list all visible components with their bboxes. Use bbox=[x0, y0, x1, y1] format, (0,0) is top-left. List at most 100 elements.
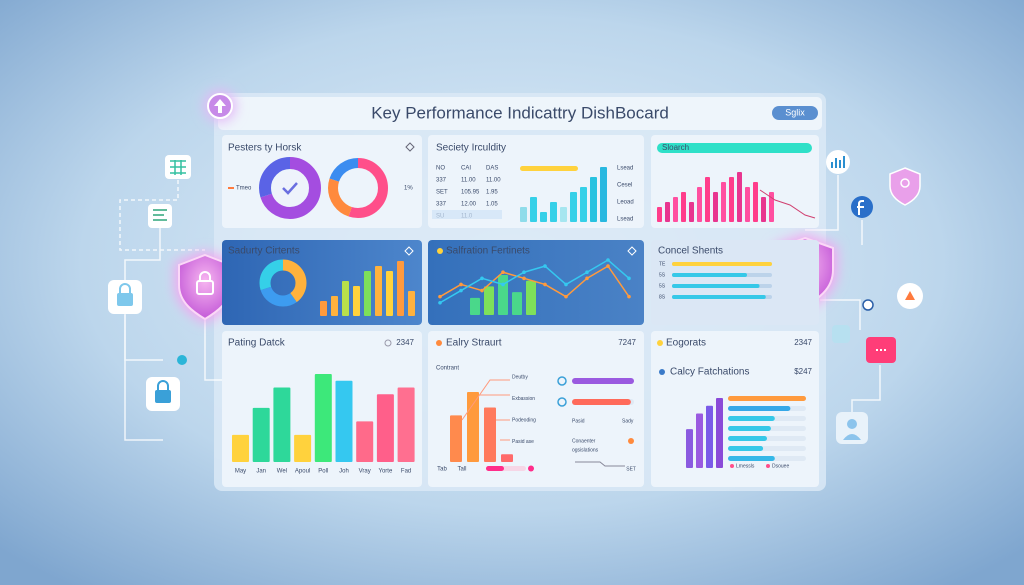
dot bbox=[862, 299, 874, 311]
user-icon-head bbox=[847, 419, 857, 429]
progress-bar bbox=[572, 399, 631, 405]
legend-swatch bbox=[228, 187, 234, 189]
panel-title: Seciety Irculdity bbox=[436, 143, 506, 154]
search-bar[interactable] bbox=[657, 143, 812, 153]
progress-bar bbox=[672, 295, 766, 299]
line-point bbox=[543, 282, 547, 287]
line-point bbox=[543, 264, 547, 268]
bar bbox=[729, 177, 734, 222]
line-point bbox=[459, 282, 463, 287]
callout-label: Exbassion bbox=[512, 396, 535, 402]
bar bbox=[450, 415, 462, 462]
table-cell: CAI bbox=[461, 166, 471, 172]
bar bbox=[512, 292, 522, 315]
x-tick-label: May bbox=[235, 469, 246, 475]
panel bbox=[651, 240, 819, 325]
bar bbox=[342, 281, 349, 316]
diamond bbox=[404, 246, 414, 256]
table-cell: 11.00 bbox=[461, 178, 476, 184]
bar bbox=[721, 182, 726, 222]
caption: ogsislations bbox=[572, 447, 599, 453]
callout-label: Pasid ase bbox=[512, 439, 534, 445]
doc-icon bbox=[148, 204, 172, 228]
value-dot bbox=[384, 339, 392, 347]
row-dot bbox=[628, 438, 634, 444]
title-dot bbox=[657, 340, 663, 346]
chart-icon bbox=[826, 150, 850, 174]
line-point bbox=[438, 294, 442, 299]
legend-label: Lsead bbox=[617, 166, 633, 172]
bar bbox=[753, 182, 758, 222]
bar bbox=[590, 177, 597, 222]
legend-label: 1% bbox=[404, 186, 413, 192]
panel-value: 2347 bbox=[396, 338, 414, 347]
progress-bar bbox=[672, 262, 772, 266]
callout-label: Podeoding bbox=[512, 417, 536, 423]
x-tick-label: Joh bbox=[339, 469, 349, 475]
bar bbox=[364, 271, 371, 316]
table-cell: 105.95 bbox=[461, 190, 480, 196]
x-tick-label: Yorte bbox=[379, 469, 393, 475]
bar bbox=[570, 192, 577, 222]
bar bbox=[705, 177, 710, 222]
table-cell: 1.95 bbox=[486, 190, 498, 196]
header-button[interactable] bbox=[772, 106, 818, 120]
bar bbox=[600, 167, 607, 222]
caption-line bbox=[575, 461, 625, 467]
ring-segment bbox=[259, 259, 307, 307]
table-cell: 12.00 bbox=[461, 202, 477, 208]
bar bbox=[470, 297, 480, 315]
progress-bar bbox=[672, 273, 747, 277]
row-label: 5S bbox=[659, 283, 666, 289]
bar bbox=[397, 261, 404, 316]
bar bbox=[665, 202, 670, 222]
header-button-label[interactable]: Sglix bbox=[785, 107, 805, 117]
panel-value: 7247 bbox=[618, 338, 636, 347]
bar bbox=[397, 387, 415, 462]
trend-line bbox=[759, 189, 816, 219]
bar bbox=[501, 454, 513, 462]
bar bbox=[706, 405, 713, 468]
panel-title: Eogorats bbox=[666, 338, 706, 349]
bar bbox=[560, 207, 567, 222]
search-label: Sloarch bbox=[662, 143, 689, 152]
legend-dot bbox=[730, 464, 734, 468]
diamond bbox=[627, 246, 637, 256]
title-dot bbox=[659, 369, 665, 375]
progress-bar bbox=[728, 406, 791, 411]
x-tick-label: Wel bbox=[277, 469, 287, 475]
bar bbox=[356, 421, 374, 462]
row-label: 5S bbox=[659, 272, 666, 278]
accent-bar bbox=[520, 166, 578, 171]
bar bbox=[484, 286, 494, 315]
bar bbox=[314, 374, 332, 462]
row-label: 8S bbox=[659, 294, 666, 300]
legend-dot bbox=[766, 464, 770, 468]
bar bbox=[320, 301, 327, 316]
callout-label: Deutby bbox=[512, 374, 528, 380]
diamond bbox=[405, 142, 415, 152]
pink-knob bbox=[528, 465, 534, 472]
line-point bbox=[480, 288, 484, 293]
row-icon bbox=[557, 397, 567, 407]
line-point bbox=[564, 282, 568, 287]
table-highlight bbox=[432, 210, 502, 219]
progress-bar bbox=[572, 378, 634, 384]
bar bbox=[331, 296, 338, 316]
bar bbox=[769, 192, 774, 222]
table-cell: DAS bbox=[486, 166, 498, 172]
line-point bbox=[501, 270, 505, 275]
panel-title: Pesters ty Horsk bbox=[228, 143, 302, 154]
line-point bbox=[627, 276, 631, 281]
title-dot bbox=[436, 340, 442, 346]
panel-value: 2347 bbox=[794, 338, 812, 347]
x-tick-label: Vray bbox=[359, 469, 371, 475]
bar bbox=[386, 271, 393, 316]
check bbox=[282, 182, 298, 195]
ring-segment bbox=[259, 259, 307, 307]
progress-bar bbox=[728, 456, 775, 461]
bar bbox=[737, 172, 742, 222]
panel-subtitle: Calcy Fatchations bbox=[670, 367, 749, 378]
